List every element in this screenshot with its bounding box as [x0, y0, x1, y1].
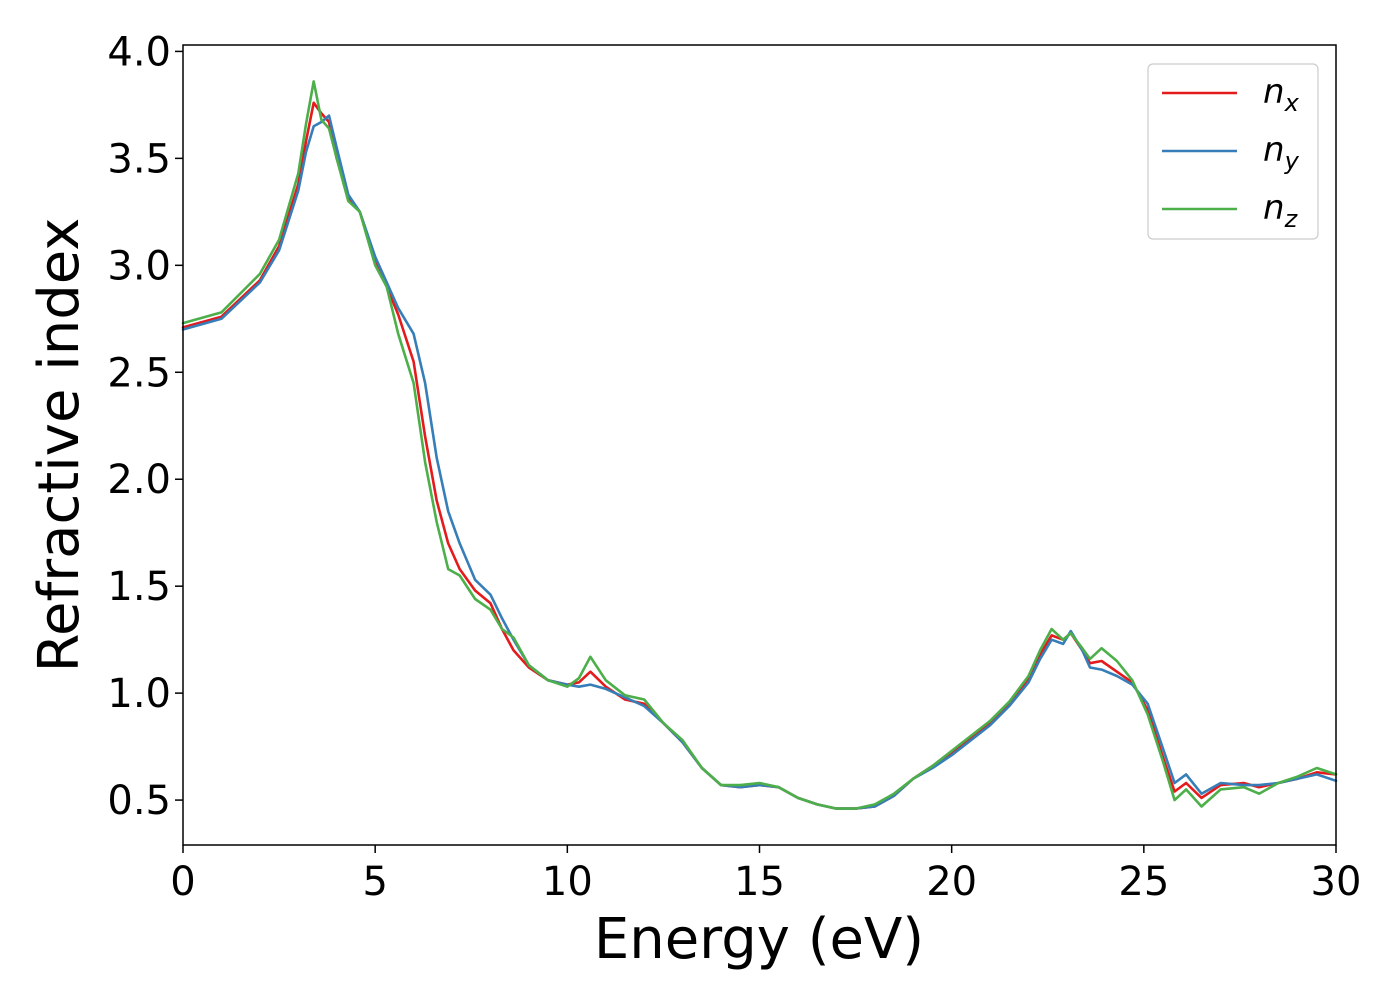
legend-label-ny: ny	[1263, 130, 1300, 175]
y-tick-label: 1.5	[107, 564, 171, 610]
x-axis-label: Energy (eV)	[594, 907, 924, 972]
legend-label-subscript: y	[1284, 147, 1300, 175]
x-tick-label: 5	[362, 859, 387, 905]
legend-label-base: n	[1263, 130, 1285, 170]
x-tick-label: 10	[542, 859, 593, 905]
legend-label-nz: nz	[1263, 188, 1299, 233]
legend-label-base: n	[1263, 188, 1285, 228]
legend-label-base: n	[1263, 72, 1285, 112]
series-layer	[181, 80, 1338, 810]
x-tick-label: 30	[1311, 859, 1362, 905]
y-tick-label: 0.5	[107, 778, 171, 824]
x-tick-label: 15	[734, 859, 785, 905]
legend-label-subscript: x	[1284, 89, 1300, 117]
y-axis-label: Refractive index	[27, 218, 92, 673]
legend-label-subscript: z	[1284, 205, 1299, 233]
x-tick-label: 20	[926, 859, 977, 905]
x-tick-label: 0	[170, 859, 195, 905]
y-tick-label: 4.0	[107, 29, 171, 75]
y-tick-label: 1.0	[107, 671, 171, 717]
x-axis: 0 5 10 15 20 25 30	[170, 845, 1361, 905]
series-line-ny	[181, 114, 1338, 810]
x-tick-label: 25	[1118, 859, 1169, 905]
y-tick-label: 3.0	[107, 243, 171, 289]
legend-label-nx: nx	[1263, 72, 1300, 117]
y-tick-label: 3.5	[107, 136, 171, 182]
series-line-nz	[181, 80, 1338, 810]
y-axis: 0.5 1.0 1.5 2.0 2.5 3.0 3.5 4.0	[107, 29, 183, 824]
y-tick-label: 2.5	[107, 350, 171, 396]
y-tick-label: 2.0	[107, 457, 171, 503]
